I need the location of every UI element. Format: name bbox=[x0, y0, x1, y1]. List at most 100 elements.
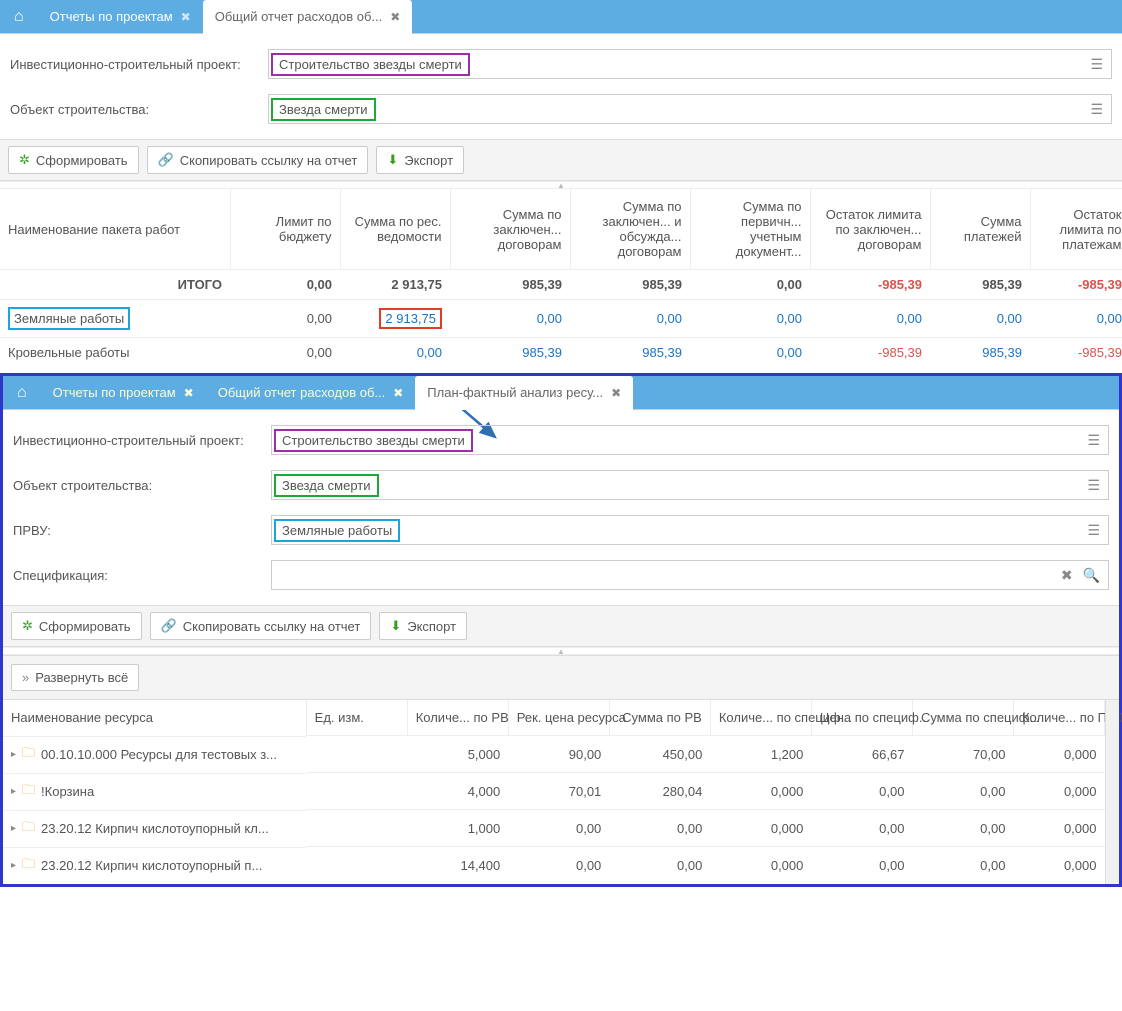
form-button[interactable]: ✲ Сформировать bbox=[8, 146, 139, 174]
tab-plan[interactable]: План-фактный анализ ресу... ✖ bbox=[415, 376, 633, 410]
close-icon[interactable]: ✖ bbox=[611, 386, 621, 400]
menu-icon[interactable]: ☰ bbox=[1090, 56, 1103, 73]
th-primary[interactable]: Сумма по первичн... учетным документ... bbox=[690, 189, 810, 270]
resource-name: 00.10.10.000 Ресурсы для тестовых з... bbox=[41, 747, 277, 762]
btn-label: Сформировать bbox=[39, 619, 131, 634]
copy-link-button[interactable]: 🔗Скопировать ссылку на отчет bbox=[147, 146, 369, 174]
gear-icon: ✲ bbox=[22, 618, 33, 634]
th-rem-pay[interactable]: Остаток лимита по платежам bbox=[1030, 189, 1122, 270]
menu-icon[interactable]: ☰ bbox=[1087, 522, 1100, 539]
expand-caret-icon[interactable]: ▸ bbox=[11, 786, 16, 797]
download-icon: ⬇ bbox=[390, 618, 401, 634]
toolbar-top: ✲ Сформировать 🔗Скопировать ссылку на отч… bbox=[0, 139, 1122, 181]
bottom-table: Наименование ресурса Ед. изм. Количе... … bbox=[3, 700, 1105, 884]
bottom-panel: ⌂ Отчеты по проектам ✖ Общий отчет расхо… bbox=[0, 373, 1122, 887]
btn-label: Экспорт bbox=[404, 153, 453, 168]
table-total-row: ИТОГО0,002 913,75985,39985,390,00-985,39… bbox=[0, 270, 1122, 300]
resource-name: 23.20.12 Кирпич кислотоупорный кл... bbox=[41, 821, 269, 836]
table-row[interactable]: Земляные работы0,002 913,750,000,000,000… bbox=[0, 300, 1122, 338]
table-row[interactable]: ▸🗀23.20.12 Кирпич кислотоупорный п...14,… bbox=[3, 847, 1105, 884]
filter-input-isp[interactable]: Строительство звезды смерти ☰ bbox=[268, 49, 1112, 79]
menu-icon[interactable]: ☰ bbox=[1087, 477, 1100, 494]
expand-icon: » bbox=[22, 670, 29, 685]
tab-report[interactable]: Общий отчет расходов об... ✖ bbox=[206, 376, 416, 410]
expand-caret-icon[interactable]: ▸ bbox=[11, 860, 16, 871]
menu-icon[interactable]: ☰ bbox=[1087, 432, 1100, 449]
th-price-spec[interactable]: Цена по специф... bbox=[811, 700, 912, 736]
th-name[interactable]: Наименование ресурса bbox=[3, 700, 306, 736]
gear-icon: ✲ bbox=[19, 152, 30, 168]
close-icon[interactable]: ✖ bbox=[184, 386, 194, 400]
th-name[interactable]: Наименование пакета работ bbox=[0, 189, 230, 270]
close-icon[interactable]: ✖ bbox=[393, 386, 403, 400]
filter-spec: Спецификация: ✖ 🔍 bbox=[3, 545, 1119, 605]
btn-label: Сформировать bbox=[36, 153, 128, 168]
search-icon[interactable]: 🔍 bbox=[1083, 567, 1100, 584]
tab-report[interactable]: Общий отчет расходов об... ✖ bbox=[203, 0, 413, 34]
filter-value: Звезда смерти bbox=[274, 474, 379, 497]
th-rem-contract[interactable]: Остаток лимита по заключен... договорам bbox=[810, 189, 930, 270]
filter-input-spec[interactable]: ✖ 🔍 bbox=[271, 560, 1109, 590]
tab-label: Отчеты по проектам bbox=[53, 385, 176, 400]
top-table: Наименование пакета работ Лимит по бюдже… bbox=[0, 189, 1122, 367]
expand-caret-icon[interactable]: ▸ bbox=[11, 749, 16, 760]
th-payments[interactable]: Сумма платежей bbox=[930, 189, 1030, 270]
expand-all-button[interactable]: »Развернуть всё bbox=[11, 664, 139, 691]
th-res[interactable]: Сумма по рес. ведомости bbox=[340, 189, 450, 270]
th-sum-spec[interactable]: Сумма по специф... bbox=[912, 700, 1013, 736]
tab-label: План-фактный анализ ресу... bbox=[427, 385, 603, 400]
th-qty-spec[interactable]: Количе... по специф... bbox=[710, 700, 811, 736]
th-sum-rv[interactable]: Сумма по РВ bbox=[609, 700, 710, 736]
folder-icon: 🗀 bbox=[22, 781, 35, 803]
filter-label: Спецификация: bbox=[13, 568, 271, 583]
close-icon[interactable]: ✖ bbox=[390, 10, 400, 24]
menu-icon[interactable]: ☰ bbox=[1090, 101, 1103, 118]
tab-projects[interactable]: Отчеты по проектам ✖ bbox=[38, 0, 203, 34]
filter-input-obj[interactable]: Звезда смерти ☰ bbox=[271, 470, 1109, 500]
toolbar-bottom: ✲ Сформировать 🔗Скопировать ссылку на отч… bbox=[3, 605, 1119, 647]
filter-label: Инвестиционно-строительный проект: bbox=[10, 57, 268, 72]
table-row[interactable]: ▸🗀00.10.10.000 Ресурсы для тестовых з...… bbox=[3, 736, 1105, 773]
table-row[interactable]: ▸🗀23.20.12 Кирпич кислотоупорный кл...1,… bbox=[3, 810, 1105, 847]
th-price[interactable]: Рек. цена ресурса bbox=[508, 700, 609, 736]
link-icon: 🔗 bbox=[161, 618, 177, 634]
table-row[interactable]: ▸🗀!Корзина4,00070,01280,040,0000,000,000… bbox=[3, 773, 1105, 810]
th-limit[interactable]: Лимит по бюджету bbox=[230, 189, 340, 270]
tab-projects[interactable]: Отчеты по проектам ✖ bbox=[41, 376, 206, 410]
th-unit[interactable]: Ед. изм. bbox=[306, 700, 407, 736]
filter-label: Объект строительства: bbox=[10, 102, 268, 117]
resource-name: !Корзина bbox=[41, 784, 94, 799]
filter-value: Звезда смерти bbox=[271, 98, 376, 121]
filter-prvu: ПРВУ: Земляные работы ☰ bbox=[3, 500, 1119, 545]
th-contracts[interactable]: Сумма по заключен... договорам bbox=[450, 189, 570, 270]
export-button[interactable]: ⬇ Экспорт bbox=[376, 146, 464, 174]
resize-grip[interactable]: ▲ bbox=[0, 181, 1122, 189]
link-icon: 🔗 bbox=[158, 152, 174, 168]
filter-isp: Инвестиционно-строительный проект: Строи… bbox=[3, 410, 1119, 455]
filter-value: Строительство звезды смерти bbox=[271, 53, 470, 76]
tab-label: Отчеты по проектам bbox=[50, 9, 173, 24]
filter-isp: Инвестиционно-строительный проект: Строи… bbox=[0, 34, 1122, 79]
form-button[interactable]: ✲ Сформировать bbox=[11, 612, 142, 640]
export-button[interactable]: ⬇Экспорт bbox=[379, 612, 467, 640]
top-panel: ⌂ Отчеты по проектам ✖ Общий отчет расхо… bbox=[0, 0, 1122, 367]
th-discuss[interactable]: Сумма по заключен... и обсужда... догово… bbox=[570, 189, 690, 270]
copy-link-button[interactable]: 🔗Скопировать ссылку на отчет bbox=[150, 612, 372, 640]
expand-caret-icon[interactable]: ▸ bbox=[11, 823, 16, 834]
home-icon[interactable]: ⌂ bbox=[3, 384, 41, 402]
clear-icon[interactable]: ✖ bbox=[1061, 567, 1073, 584]
tab-label: Общий отчет расходов об... bbox=[215, 9, 383, 24]
filter-input-isp[interactable]: Строительство звезды смерти ☰ bbox=[271, 425, 1109, 455]
table-row[interactable]: Кровельные работы0,000,00985,39985,390,0… bbox=[0, 338, 1122, 368]
download-icon: ⬇ bbox=[387, 152, 398, 168]
filter-value: Строительство звезды смерти bbox=[274, 429, 473, 452]
th-qty-rv[interactable]: Количе... по РВ bbox=[407, 700, 508, 736]
filter-input-obj[interactable]: Звезда смерти ☰ bbox=[268, 94, 1112, 124]
home-icon[interactable]: ⌂ bbox=[0, 8, 38, 26]
close-icon[interactable]: ✖ bbox=[181, 10, 191, 24]
filter-input-prvu[interactable]: Земляные работы ☰ bbox=[271, 515, 1109, 545]
scrollbar[interactable] bbox=[1105, 700, 1119, 884]
resize-grip[interactable]: ▲ bbox=[3, 647, 1119, 655]
th-qty-pud[interactable]: Количе... по ПУД bbox=[1013, 700, 1104, 736]
tabbar-bottom: ⌂ Отчеты по проектам ✖ Общий отчет расхо… bbox=[3, 376, 1119, 410]
